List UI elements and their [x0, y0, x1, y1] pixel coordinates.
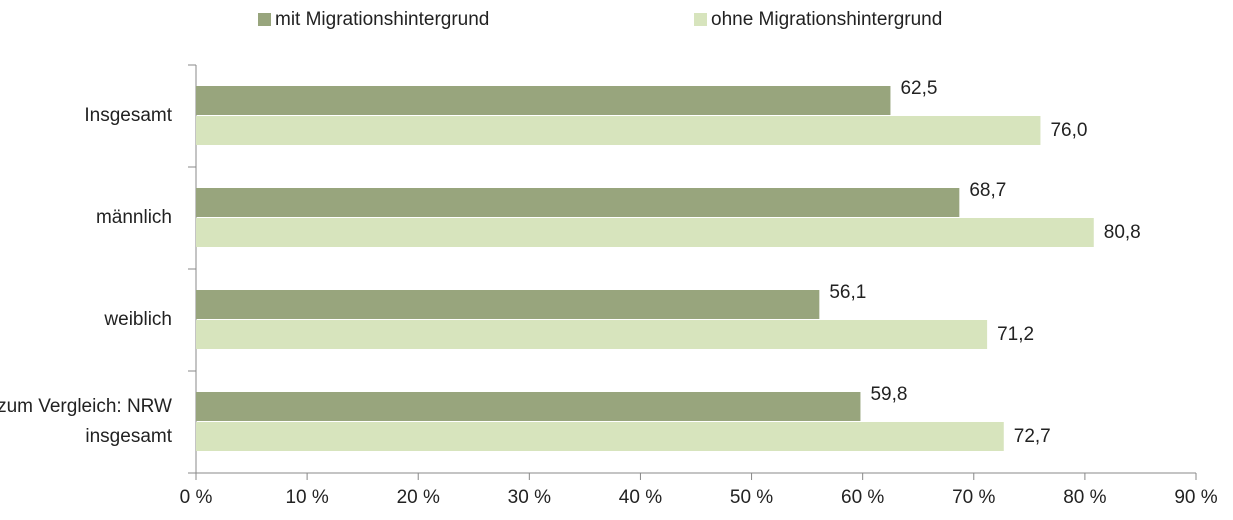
category-label: zum Vergleich: NRW insgesamt [0, 396, 172, 447]
value-label: 76,0 [1050, 120, 1087, 141]
bar [196, 218, 1094, 247]
category-label: männlich [95, 207, 172, 228]
value-label: 80,8 [1104, 222, 1141, 243]
x-tick-label: 40 % [619, 487, 662, 508]
x-tick-label: 60 % [841, 487, 884, 508]
bar [196, 188, 960, 217]
value-label: 62,5 [900, 78, 937, 99]
x-tick-label: 20 % [397, 487, 440, 508]
x-tick-label: 50 % [730, 487, 773, 508]
bar [196, 290, 820, 319]
x-tick-label: 10 % [285, 487, 328, 508]
x-tick-label: 80 % [1063, 487, 1106, 508]
x-tick-label: 0 % [180, 487, 213, 508]
bar [196, 116, 1041, 145]
category-label: weiblich [104, 309, 172, 330]
legend-label: ohne Migrationshintergrund [711, 9, 942, 30]
value-label: 59,8 [870, 384, 907, 405]
value-label: 68,7 [969, 180, 1006, 201]
value-label: 72,7 [1014, 426, 1051, 447]
category-label: Insgesamt [84, 105, 172, 126]
x-tick-label: 70 % [952, 487, 995, 508]
bar [196, 392, 861, 421]
legend-swatch [258, 13, 271, 26]
value-label: 71,2 [997, 324, 1034, 345]
x-tick-label: 90 % [1174, 487, 1217, 508]
bar [196, 86, 891, 115]
bar [196, 422, 1004, 451]
value-label: 56,1 [829, 282, 866, 303]
legend-swatch [694, 13, 707, 26]
x-tick-label: 30 % [508, 487, 551, 508]
bar [196, 320, 988, 349]
legend-label: mit Migrationshintergrund [275, 9, 489, 30]
